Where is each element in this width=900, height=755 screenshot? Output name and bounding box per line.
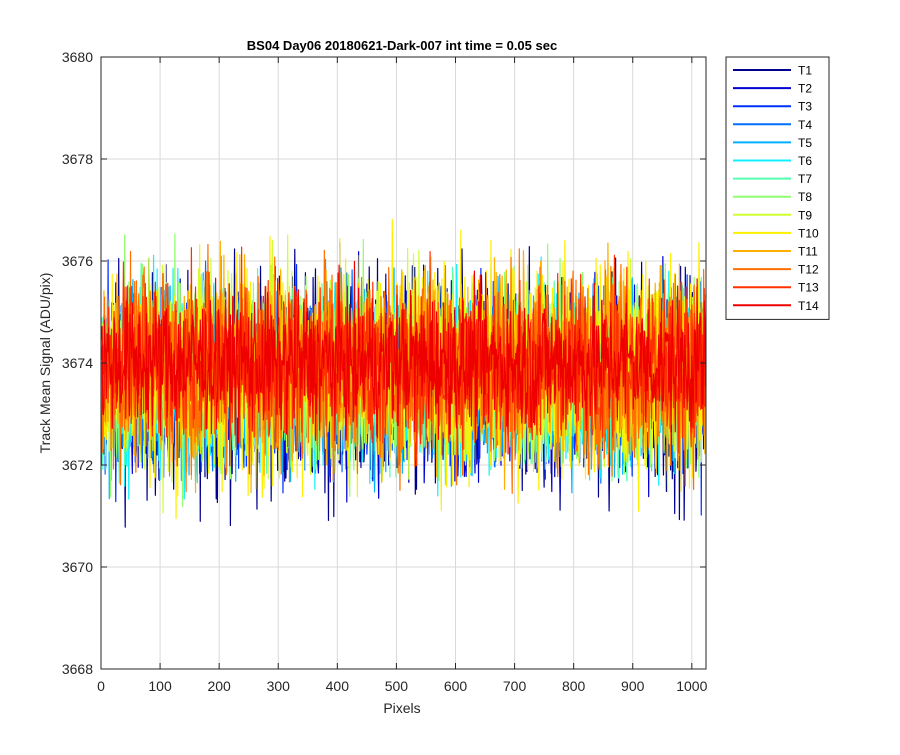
legend-label-t7: T7 (798, 172, 812, 186)
y-tick-label: 3670 (62, 559, 93, 575)
x-axis-label: Pixels (383, 700, 420, 716)
legend-label-t8: T8 (798, 190, 812, 204)
x-tick-label: 700 (503, 678, 527, 694)
legend-label-t2: T2 (798, 82, 812, 96)
legend-label-t3: T3 (798, 100, 812, 114)
legend-label-t14: T14 (798, 299, 819, 313)
legend-label-t5: T5 (798, 136, 812, 150)
x-tick-label: 200 (207, 678, 231, 694)
legend-label-t1: T1 (798, 64, 812, 78)
legend-box (725, 56, 830, 320)
y-axis-label: Track Mean Signal (ADU/pix) (37, 273, 53, 454)
legend: T1 T2 T3 T4 T5 T6 T7 T8 T9 T10 T11 T12 T13 T14 (725, 56, 830, 320)
x-tick-label: 400 (326, 678, 350, 694)
legend-label-t11: T11 (798, 245, 818, 259)
legend-label-t4: T4 (798, 118, 812, 132)
y-tick-label: 3680 (62, 49, 93, 65)
axes: 0 100 200 300 400 500 600 700 800 900 1000 3668 3670… (62, 49, 708, 694)
y-tick-label: 3672 (62, 457, 93, 473)
series-lines (101, 219, 706, 528)
legend-label-t13: T13 (798, 281, 819, 295)
legend-label-t12: T12 (798, 263, 819, 277)
x-tick-label: 300 (267, 678, 291, 694)
x-tick-label: 600 (444, 678, 468, 694)
x-tick-label: 1000 (676, 678, 707, 694)
y-tick-label: 3668 (62, 661, 93, 677)
legend-label-t9: T9 (798, 208, 812, 222)
legend-label-t6: T6 (798, 154, 812, 168)
x-tick-label: 900 (621, 678, 645, 694)
x-tick-label: 0 (97, 678, 105, 694)
y-tick-label: 3676 (62, 253, 93, 269)
series-line-t14 (101, 260, 706, 467)
x-tick-label: 800 (562, 678, 586, 694)
y-tick-label: 3678 (62, 151, 93, 167)
x-tick-label: 500 (385, 678, 409, 694)
chart-title: BS04 Day06 20180621-Dark-007 int time = … (247, 38, 557, 53)
y-tick-label: 3674 (62, 355, 93, 371)
x-tick-label: 100 (148, 678, 172, 694)
legend-label-t10: T10 (798, 226, 819, 240)
